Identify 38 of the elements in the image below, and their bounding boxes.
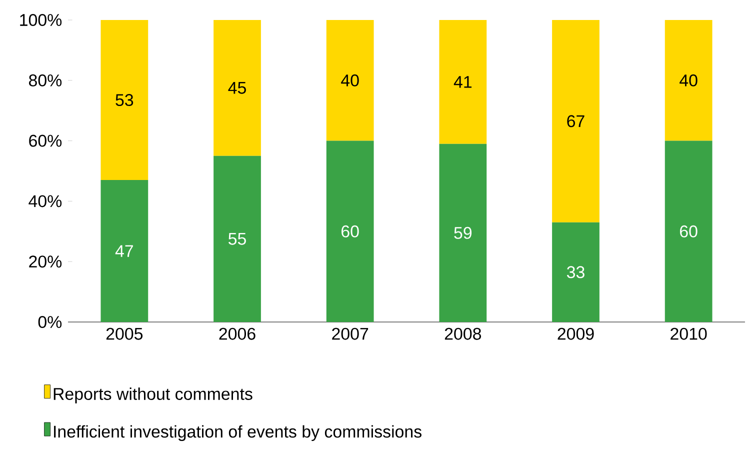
data-label: 55: [228, 233, 246, 245]
bar: [326, 140, 374, 322]
data-label: 59: [454, 226, 472, 239]
bar: [214, 20, 261, 156]
legend-label: Reports without comments: [54, 388, 252, 404]
data-label: 41: [454, 76, 472, 88]
data-label: 53: [116, 94, 134, 106]
x-tick-label: 2005: [106, 328, 143, 340]
data-label: 45: [228, 82, 246, 94]
x-tick-label: 2009: [558, 328, 594, 340]
y-tick-label: 40%: [28, 195, 62, 208]
y-tick-label: 80%: [28, 74, 62, 86]
x-tick-label: 2010: [670, 328, 707, 340]
y-tick-label: 0%: [38, 316, 62, 328]
bar: [439, 144, 487, 322]
bar: [214, 156, 261, 322]
bar: [100, 180, 148, 322]
bar: [100, 20, 148, 180]
bar: [326, 20, 374, 141]
bar: [439, 20, 487, 144]
x-tick-label: 2007: [332, 328, 368, 340]
bar: [664, 20, 712, 141]
data-label: 60: [680, 225, 698, 238]
y-tick-label: 60%: [29, 134, 62, 147]
legend-label: Inefficient investigation of events by commissions: [54, 425, 422, 442]
y-tick-label: 20%: [29, 256, 62, 268]
bar: [552, 222, 600, 322]
x-tick-label: 2008: [444, 328, 482, 340]
data-label: 40: [680, 74, 698, 86]
data-label: 33: [566, 266, 584, 278]
x-tick-label: 2006: [219, 328, 256, 340]
bar: [552, 20, 600, 222]
data-label: 47: [115, 245, 133, 257]
data-label: 60: [342, 225, 359, 238]
data-label: 40: [341, 74, 359, 86]
bar: [664, 140, 712, 322]
data-label: 67: [567, 115, 584, 128]
y-tick-label: 100%: [20, 14, 62, 26]
